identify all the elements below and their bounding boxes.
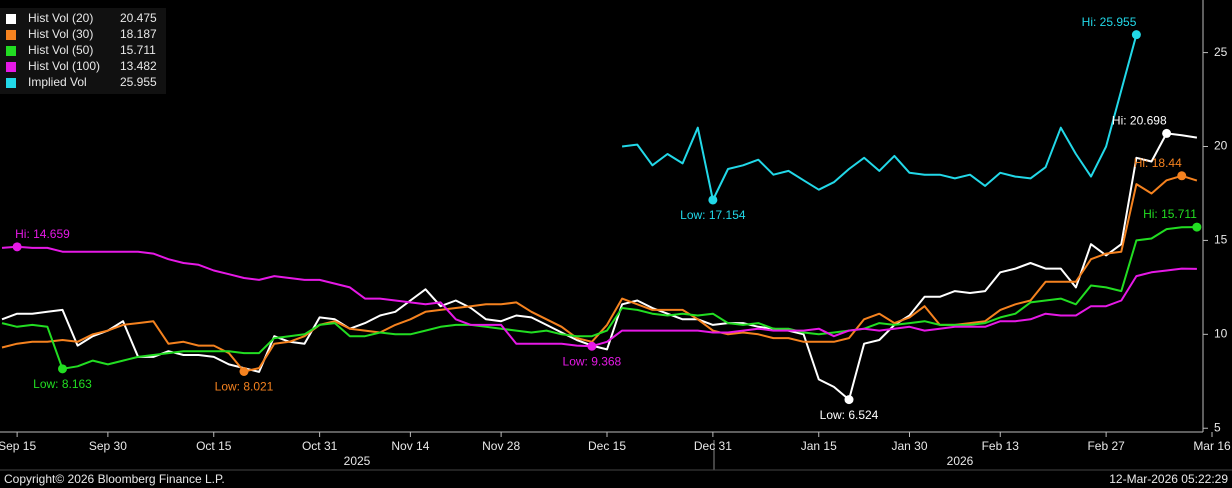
annotation: Low: 6.524 bbox=[820, 408, 879, 422]
legend-swatch bbox=[6, 62, 16, 72]
annotation: Hi: 15.711 bbox=[1143, 207, 1197, 221]
legend-value: 18.187 bbox=[120, 27, 157, 41]
y-tick-label: 25 bbox=[1214, 45, 1228, 59]
series-line bbox=[1, 132, 1198, 401]
x-tick-label: Feb 27 bbox=[1087, 439, 1125, 453]
legend-label: Implied Vol bbox=[28, 75, 87, 89]
annotation: Low: 9.368 bbox=[563, 354, 622, 368]
series-line bbox=[1, 226, 1197, 370]
x-tick-label: Nov 28 bbox=[482, 439, 520, 453]
legend-value: 25.955 bbox=[120, 75, 157, 89]
extreme-marker bbox=[239, 367, 249, 377]
legend-value: 13.482 bbox=[120, 59, 157, 73]
extreme-marker bbox=[12, 242, 22, 252]
legend-label: Hist Vol (50) bbox=[28, 43, 93, 57]
annotation: Hi: 18.44 bbox=[1134, 156, 1182, 170]
x-tick-label: Oct 15 bbox=[196, 439, 232, 453]
annotation: Hi: 25.955 bbox=[1082, 15, 1137, 29]
year-label: 2026 bbox=[947, 454, 974, 468]
x-tick-label: Jan 15 bbox=[801, 439, 837, 453]
annotation: Hi: 20.698 bbox=[1112, 114, 1167, 128]
extreme-marker bbox=[1162, 128, 1172, 138]
annotation: Low: 8.021 bbox=[215, 380, 274, 394]
copyright: Copyright© 2026 Bloomberg Finance L.P. bbox=[4, 472, 225, 486]
annotation: Low: 17.154 bbox=[680, 208, 746, 222]
x-tick-label: Feb 13 bbox=[982, 439, 1020, 453]
legend-label: Hist Vol (100) bbox=[28, 59, 100, 73]
legend-value: 20.475 bbox=[120, 11, 157, 25]
extreme-marker bbox=[1177, 171, 1187, 181]
y-tick-label: 10 bbox=[1214, 327, 1228, 341]
series-line bbox=[621, 34, 1138, 201]
legend-label: Hist Vol (20) bbox=[28, 11, 93, 25]
legend-swatch bbox=[6, 78, 16, 88]
legend-label: Hist Vol (30) bbox=[28, 27, 93, 41]
legend-swatch bbox=[6, 30, 16, 40]
timestamp: 12-Mar-2026 05:22:29 bbox=[1109, 472, 1228, 486]
annotation: Hi: 14.659 bbox=[15, 227, 70, 241]
annotation: Low: 8.163 bbox=[33, 377, 92, 391]
legend-swatch bbox=[6, 14, 16, 24]
x-tick-label: Oct 31 bbox=[302, 439, 338, 453]
extreme-marker bbox=[587, 341, 597, 351]
extreme-marker bbox=[1192, 222, 1202, 232]
x-tick-label: Sep 15 bbox=[0, 439, 36, 453]
year-label: 2025 bbox=[344, 454, 371, 468]
y-tick-label: 20 bbox=[1214, 139, 1228, 153]
x-tick-label: Sep 30 bbox=[89, 439, 127, 453]
extreme-marker bbox=[708, 195, 718, 205]
extreme-marker bbox=[844, 395, 854, 405]
legend-value: 15.711 bbox=[120, 43, 156, 57]
x-tick-label: Mar 16 bbox=[1193, 439, 1231, 453]
extreme-marker bbox=[58, 364, 67, 374]
legend bbox=[0, 8, 166, 94]
y-tick-label: 15 bbox=[1214, 233, 1228, 247]
x-tick-label: Dec 15 bbox=[588, 439, 626, 453]
extreme-marker bbox=[1131, 30, 1141, 40]
x-tick-label: Jan 30 bbox=[891, 439, 927, 453]
y-tick-label: 5 bbox=[1214, 420, 1221, 434]
legend-swatch bbox=[6, 46, 16, 56]
x-tick-label: Dec 31 bbox=[694, 439, 732, 453]
x-tick-label: Nov 14 bbox=[391, 439, 429, 453]
series-line bbox=[1, 245, 1197, 348]
